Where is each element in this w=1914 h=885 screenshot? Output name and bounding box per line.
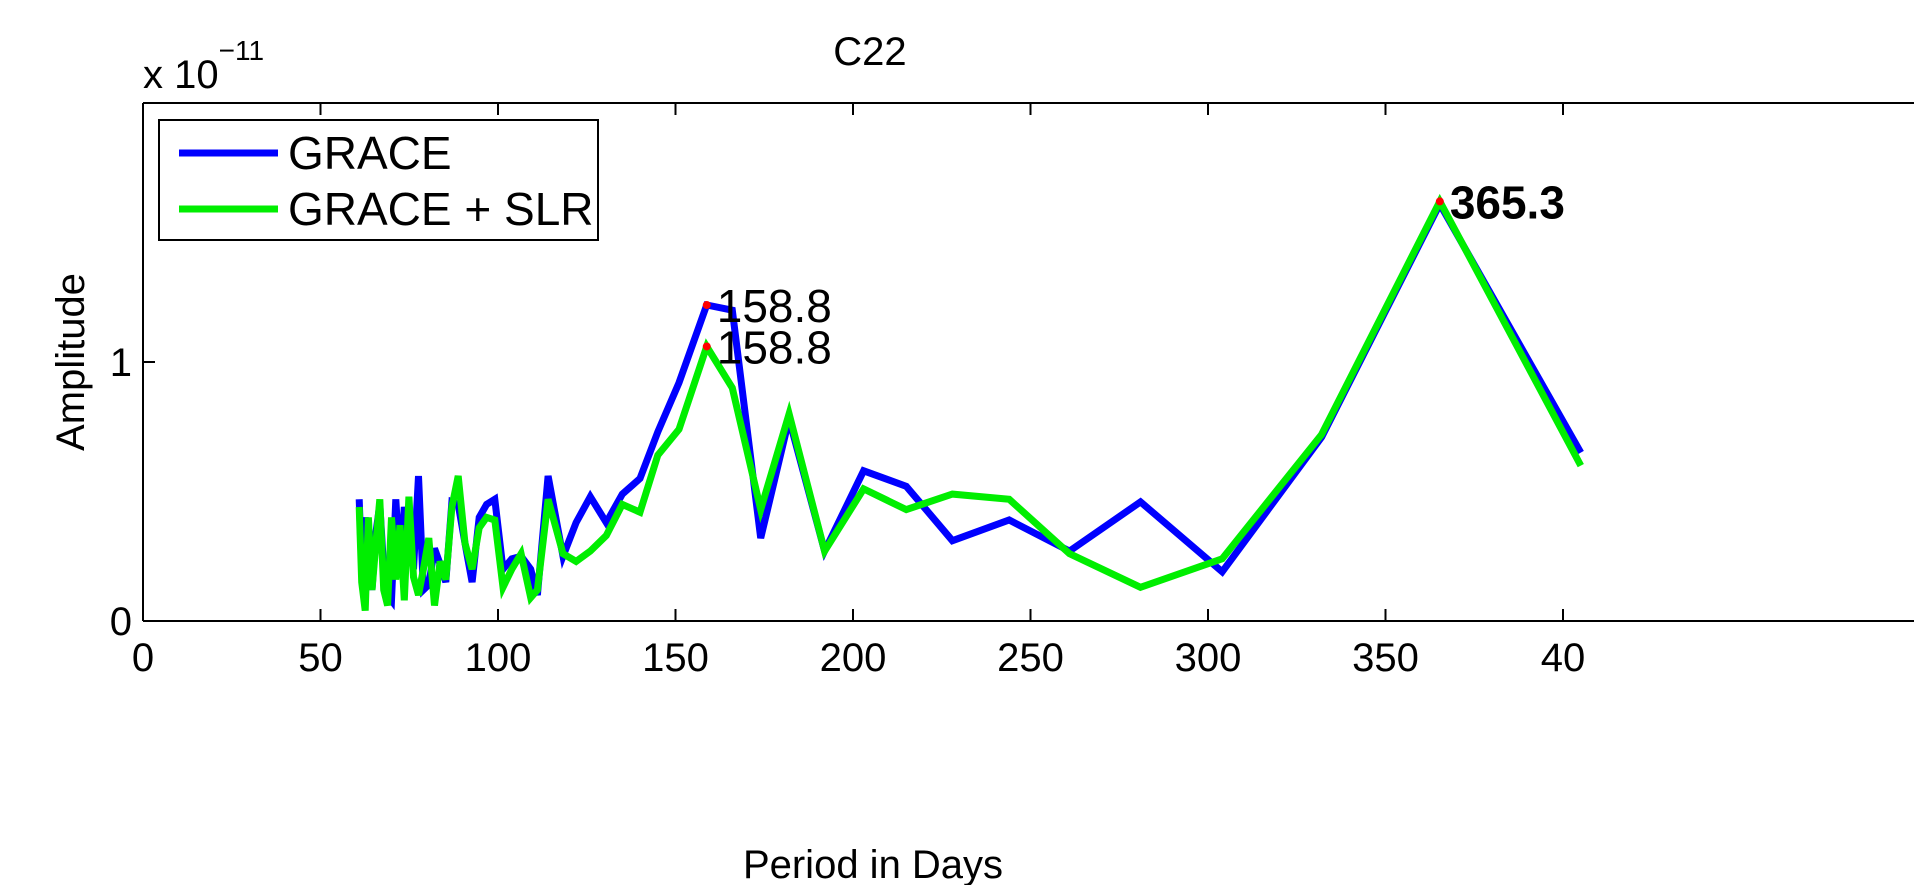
series-layer (355, 193, 1584, 612)
peak-label: 158.8 (717, 280, 832, 332)
peak-marker (702, 342, 711, 351)
chart-title: C22 (833, 30, 906, 74)
x-axis-label: Period in Days (743, 843, 1003, 885)
y-tick-label: 0 (110, 600, 132, 644)
peak-marker (1435, 197, 1444, 206)
legend-label: GRACE + SLR (288, 183, 594, 235)
x-tick-label: 250 (997, 636, 1064, 680)
legend-box (158, 119, 599, 241)
series-line-grace-slr (355, 193, 1584, 612)
peak-marker (702, 301, 711, 310)
x-tick-label: 100 (465, 636, 532, 680)
peak-label: 158.8 (717, 321, 832, 373)
x-tick-label: 50 (298, 636, 343, 680)
exponent-label: x 10−11 (143, 35, 264, 97)
exponent-power: −11 (219, 35, 264, 66)
x-tick-label: 300 (1175, 636, 1242, 680)
exponent-base: x 10 (143, 53, 219, 97)
x-tick-label: 40 (1541, 636, 1586, 680)
legend-label: GRACE (288, 127, 452, 179)
x-tick-label: 350 (1352, 636, 1419, 680)
y-axis-label: Amplitude (49, 273, 93, 451)
x-tick-label: 0 (132, 636, 154, 680)
x-tick-label: 150 (642, 636, 709, 680)
peak-label: 365.3 (1450, 176, 1565, 228)
x-tick-label: 200 (820, 636, 887, 680)
y-tick-label: 1 (110, 341, 132, 385)
